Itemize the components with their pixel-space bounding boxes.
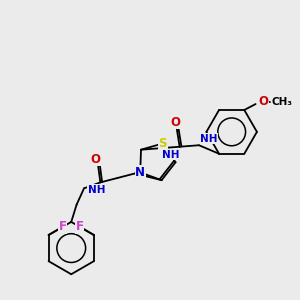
Text: F: F	[59, 220, 67, 233]
Text: O: O	[258, 95, 268, 108]
Text: O: O	[170, 116, 180, 129]
Text: N: N	[135, 166, 145, 179]
Text: O: O	[91, 153, 100, 166]
Text: S: S	[159, 137, 167, 150]
Text: F: F	[76, 220, 84, 233]
Text: NH: NH	[88, 185, 105, 195]
Text: NH: NH	[162, 150, 179, 160]
Text: CH₃: CH₃	[271, 97, 292, 107]
Text: NH: NH	[200, 134, 218, 144]
